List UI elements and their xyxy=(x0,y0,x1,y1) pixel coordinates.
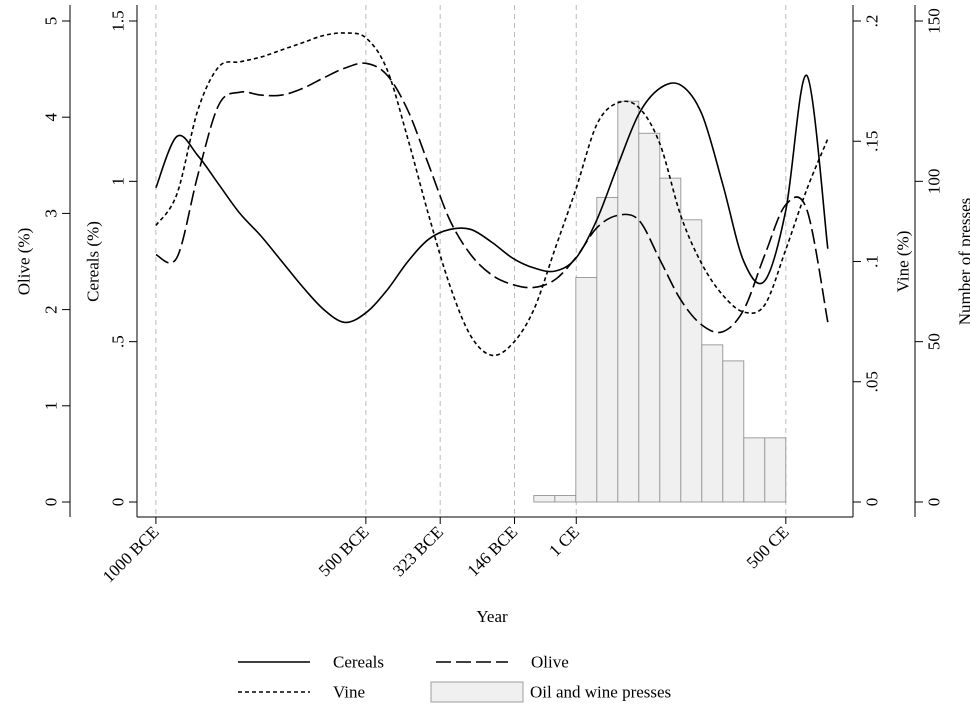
y-tick-label: 1.5 xyxy=(109,10,128,31)
y-axis-title: Cereals (%) xyxy=(84,221,103,302)
y-tick-label: 0 xyxy=(863,498,882,507)
y-tick-label: 2 xyxy=(42,305,61,314)
legend-label: Olive xyxy=(531,653,569,672)
y-axis-title: Vine (%) xyxy=(894,231,913,293)
histogram-bar xyxy=(722,360,745,503)
histogram-bar xyxy=(596,196,619,503)
histogram-bar xyxy=(743,437,766,503)
y-tick-label: 0 xyxy=(925,498,944,507)
histogram-bar xyxy=(680,219,703,503)
y-tick-label: 100 xyxy=(925,169,944,195)
y-axis-title: Number of presses xyxy=(956,198,970,325)
histogram-bar xyxy=(617,100,640,503)
histogram-bar xyxy=(533,495,556,503)
line-series xyxy=(155,62,829,334)
legend-swatch xyxy=(430,681,524,703)
x-tick-label: 146 BCE xyxy=(464,522,522,580)
y-tick-label: .5 xyxy=(109,335,128,348)
y-tick-label: .15 xyxy=(863,131,882,152)
y-tick-label: 0 xyxy=(42,498,61,507)
y-tick-label: 3 xyxy=(42,209,61,218)
histogram-bar xyxy=(659,177,682,503)
y-axis-title: Olive (%) xyxy=(15,228,34,296)
legend-label: Cereals xyxy=(333,653,384,672)
y-tick-label: 1 xyxy=(42,402,61,411)
histogram-bar xyxy=(638,132,661,503)
x-tick-label: 1 CE xyxy=(545,522,583,560)
legend-label: Vine xyxy=(333,683,365,702)
y-tick-label: 0 xyxy=(109,498,128,507)
y-tick-label: .2 xyxy=(863,15,882,28)
line-series xyxy=(155,32,829,357)
histogram-bar xyxy=(554,495,577,503)
y-tick-label: 4 xyxy=(42,112,61,121)
x-tick-label: 1000 BCE xyxy=(99,522,163,586)
y-tick-label: 150 xyxy=(925,8,944,34)
legend-label: Oil and wine presses xyxy=(530,683,671,702)
histogram-bar xyxy=(701,344,724,503)
histogram-bar xyxy=(575,277,598,503)
x-axis-title: Year xyxy=(476,607,508,626)
y-tick-label: 1 xyxy=(109,177,128,186)
y-tick-label: 5 xyxy=(42,17,61,26)
line-series xyxy=(155,74,829,324)
x-tick-label: 500 BCE xyxy=(315,522,373,580)
x-tick-label: 323 BCE xyxy=(389,522,447,580)
y-tick-label: 50 xyxy=(925,333,944,350)
histogram-bar xyxy=(764,437,787,503)
x-tick-label: 500 CE xyxy=(743,522,793,572)
y-tick-label: .05 xyxy=(863,371,882,392)
y-tick-label: .1 xyxy=(863,255,882,268)
